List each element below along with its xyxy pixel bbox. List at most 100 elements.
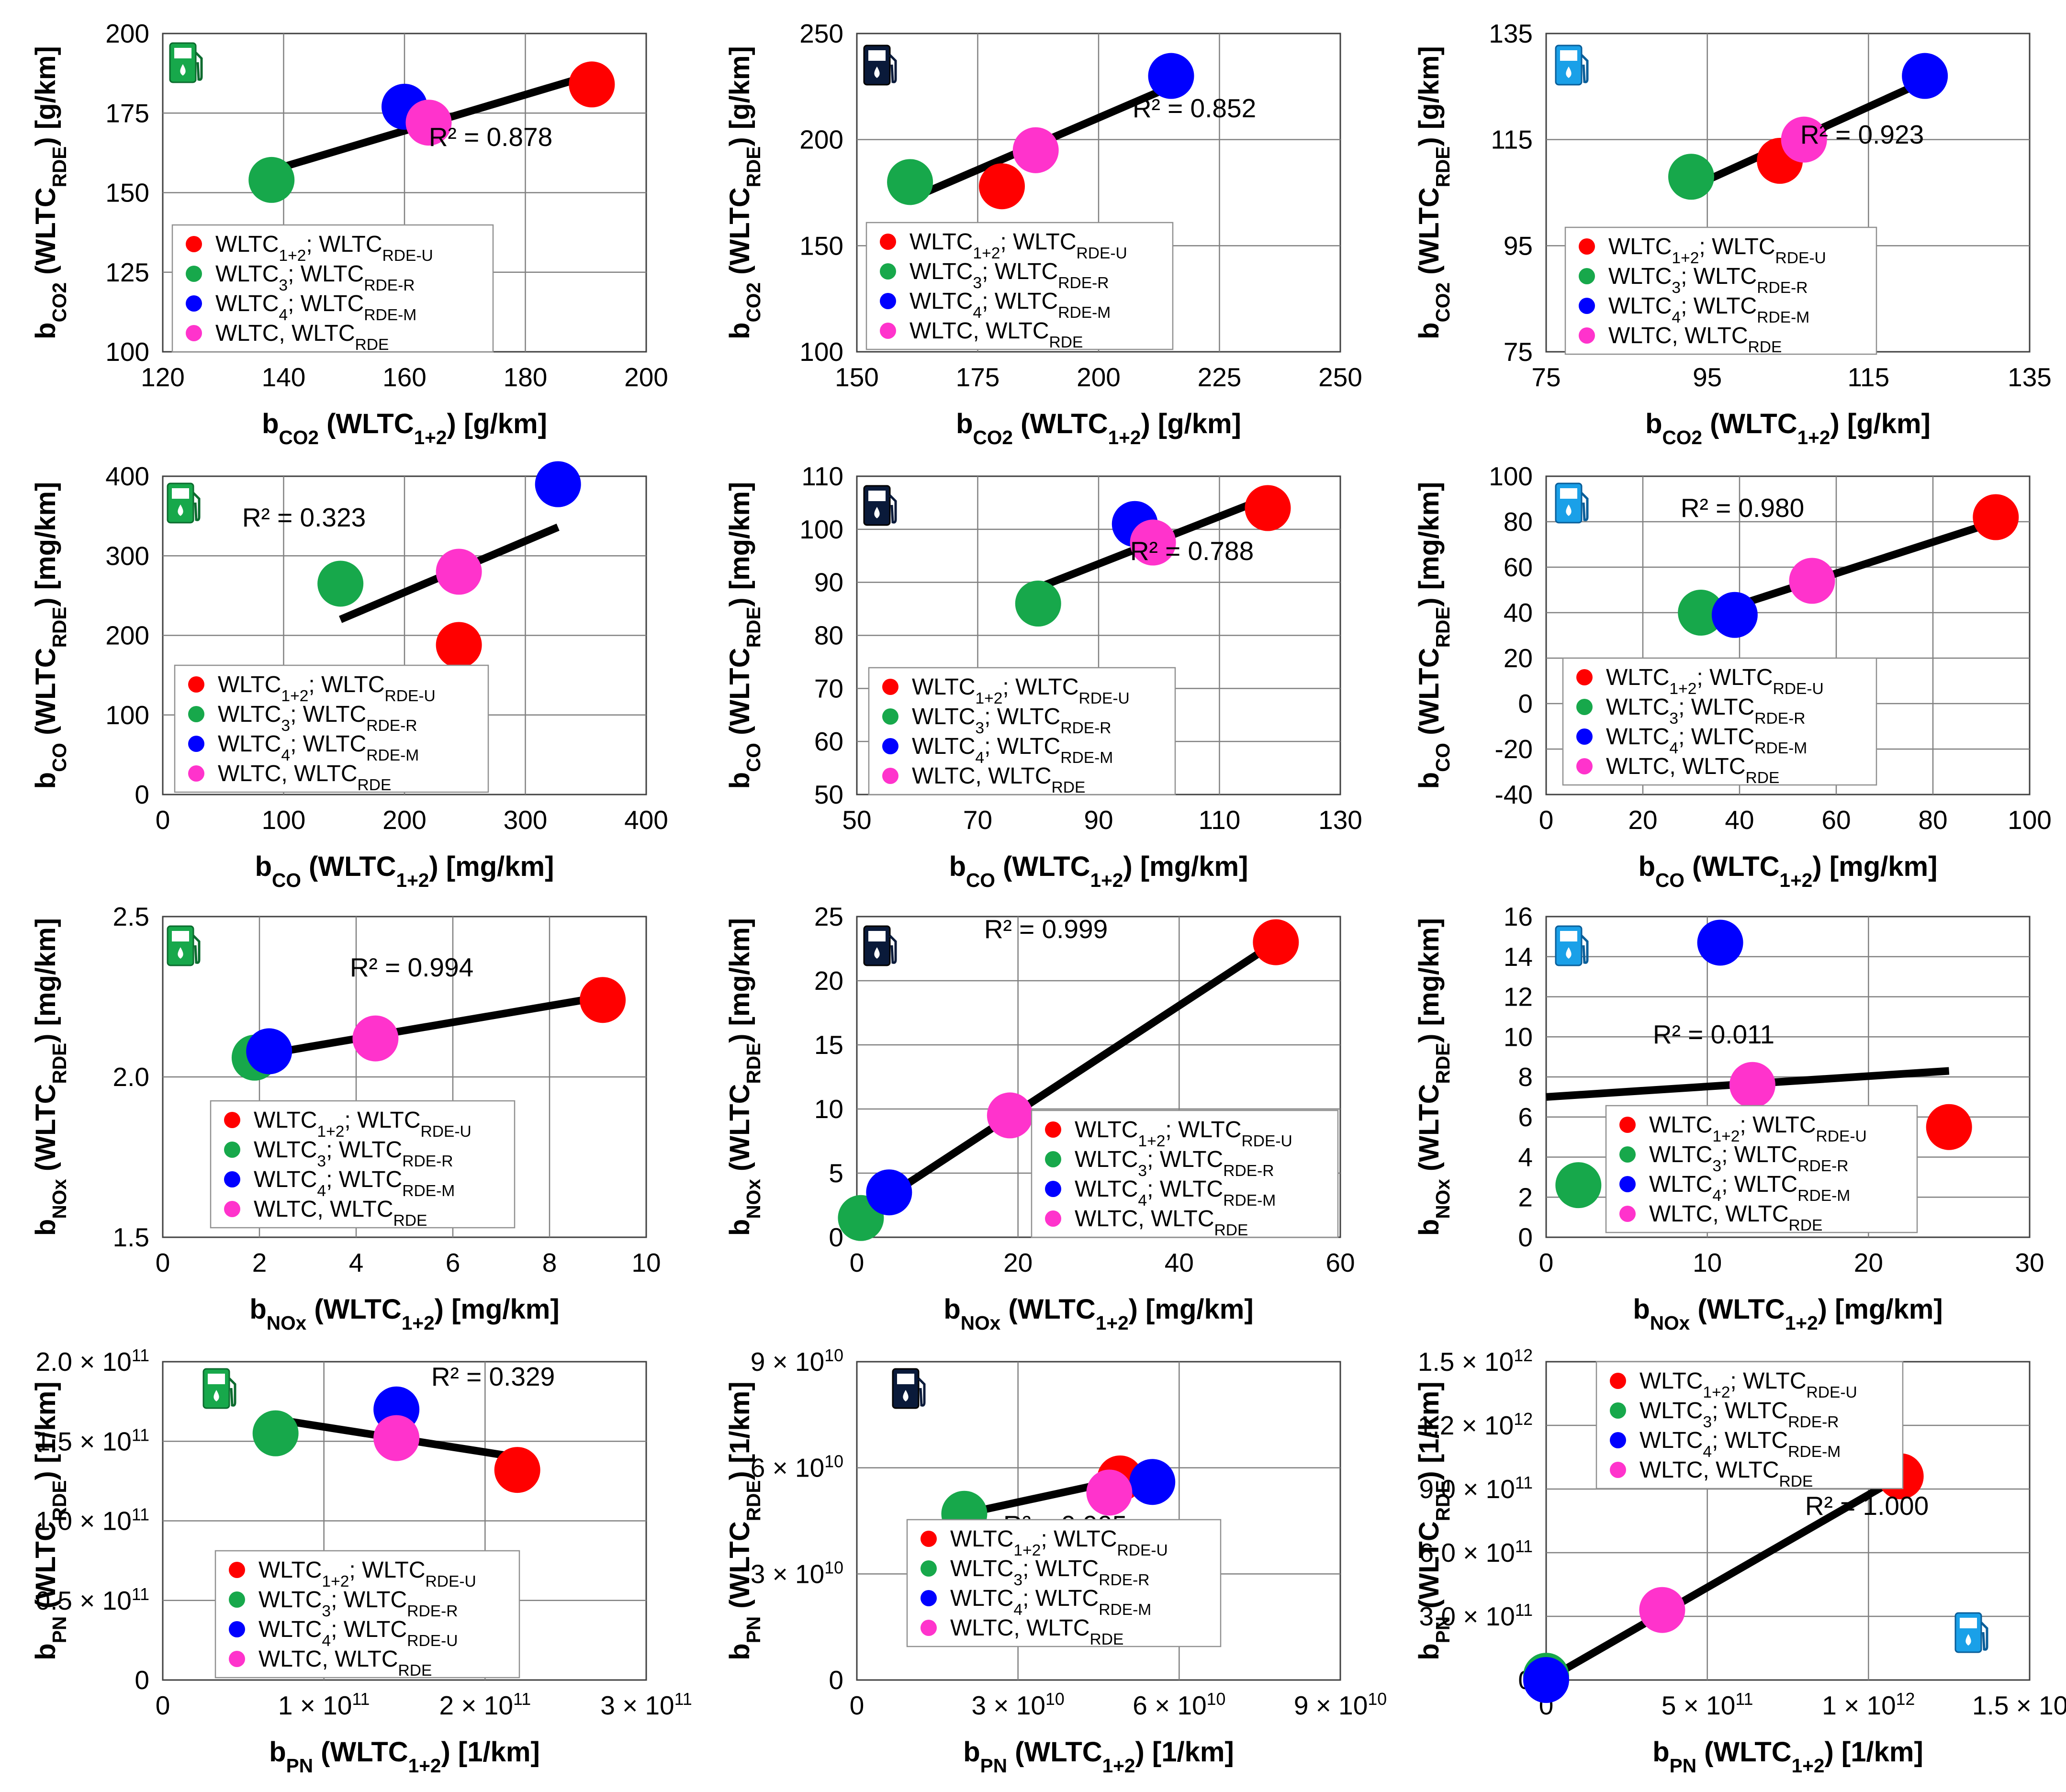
legend-entry: WLTC1+2; WLTCRDE-U [1608,234,1826,267]
legend-marker [188,765,204,782]
data-point-wltc [352,1015,399,1062]
legend-marker [224,1142,240,1158]
y-tick-label: 70 [814,673,843,703]
y-tick-label: 9 × 1010 [751,1346,843,1377]
x-axis-label: bCO2 (WLTC1+2) [g/km] [956,408,1241,448]
y-tick-label: -40 [1495,780,1533,809]
legend-marker [1579,238,1595,255]
data-point-wltc [405,100,452,146]
y-tick-label: 1.5 × 1011 [36,1425,149,1456]
y-tick-label: 12 [1504,982,1533,1012]
x-tick-label: 0 [156,805,170,835]
x-tick-label: 60 [1821,805,1851,835]
chart-6: 0 20 40 60 80 100 -40 -20 0 20 40 60 80 100 R² = 0.980… [1414,461,2052,891]
legend-entry: WLTC, WLTCRDE [1639,1457,1813,1490]
legend-entry: WLTC4; WLTCRDE-M [950,1586,1151,1619]
y-tick-label: 50 [814,780,843,809]
y-tick-label: -20 [1495,734,1533,764]
x-tick-label: 1 × 1011 [278,1690,370,1720]
legend-marker [188,676,204,693]
y-tick-label: 200 [105,19,149,48]
r-squared-label: R² = 0.329 [431,1362,555,1391]
data-point-wltc3 [248,157,295,203]
y-axis-label: bPN (WLTCRDE) [1/km] [1414,1381,1454,1660]
x-tick-label: 0 [1539,1248,1554,1277]
y-tick-label: 100 [105,700,149,730]
legend-entry: WLTC1+2; WLTCRDE-U [1075,1117,1292,1150]
data-point-wltc4 [1697,919,1743,966]
y-axis-label: bPN (WLTCRDE) [1/km] [724,1381,764,1660]
x-tick-label: 1 × 1012 [1822,1690,1915,1720]
legend-marker [882,738,898,754]
data-point-wltc [1729,1062,1775,1108]
legend-entry: WLTC1+2; WLTCRDE-U [912,674,1130,707]
diesel-pump-icon [863,485,897,526]
legend-entry: WLTC1+2; WLTCRDE-U [1639,1368,1857,1401]
x-tick-label: 70 [963,805,992,835]
legend-marker [1045,1210,1061,1227]
y-tick-label: 14 [1504,942,1533,972]
trendline [859,939,1278,1218]
y-axis-label: bCO2 (WLTCRDE) [g/km] [30,46,70,339]
x-tick-label: 30 [2015,1248,2044,1277]
x-axis-label: bPN (WLTC1+2) [1/km] [269,1736,540,1777]
y-tick-label: 0 [1518,689,1533,718]
y-tick-label: 1.0 × 1011 [36,1505,149,1536]
data-point-wltc [987,1092,1033,1139]
x-tick-label: 9 × 1010 [1294,1690,1387,1720]
x-tick-label: 40 [1725,805,1754,835]
legend-marker [1610,1432,1626,1448]
legend-marker [880,323,896,339]
data-point-wltc1p2 [494,1447,540,1493]
gasoline-pump-icon [169,42,203,83]
y-tick-label: 1.2 × 1012 [1418,1410,1533,1440]
y-axis-label: bCO (WLTCRDE) [mg/km] [724,482,764,789]
legend-entry: WLTC, WLTCRDE [1608,323,1782,356]
data-point-wltc [1789,558,1835,604]
legend-entry: WLTC, WLTCRDE [909,318,1083,351]
legend-entry: WLTC1+2; WLTCRDE-U [1649,1112,1867,1145]
legend-entry: WLTC3; WLTCRDE-R [215,261,415,294]
x-tick-label: 100 [262,805,306,835]
x-tick-label: 4 [349,1248,364,1277]
y-tick-label: 250 [799,19,843,48]
y-tick-label: 16 [1504,902,1533,931]
legend-marker [1576,758,1593,774]
x-tick-label: 3 × 1010 [972,1690,1065,1720]
legend-entry: WLTC1+2; WLTCRDE-U [218,672,436,705]
trendline [254,993,604,1060]
legend-marker [1579,327,1595,344]
legend-marker [1576,728,1593,745]
data-point-wltc3 [1668,154,1714,200]
x-tick-label: 200 [382,805,427,835]
data-point-wltc4 [866,1169,912,1216]
x-tick-label: 20 [1628,805,1657,835]
y-tick-label: 4 [1518,1142,1533,1172]
x-tick-label: 140 [262,362,306,392]
y-tick-label: 75 [1504,337,1533,367]
data-point-wltc1p2 [1926,1104,1972,1150]
y-tick-label: 0 [135,1665,149,1695]
x-tick-label: 250 [1318,362,1362,392]
data-point-wltc4 [246,1028,292,1075]
x-tick-label: 90 [1084,805,1113,835]
chart-9: 0 10 20 30 0 2 4 6 8 10 12 14 16 R² = 0.011 WLTC1+2; W… [1414,902,2044,1334]
y-tick-label: 200 [799,125,843,155]
legend-entry: WLTC, WLTCRDE [912,763,1085,796]
y-tick-label: 125 [105,258,149,287]
legend-entry: WLTC3; WLTCRDE-R [1608,264,1808,297]
r-squared-label: R² = 0.011 [1653,1019,1774,1049]
y-tick-label: 0 [135,780,149,809]
legend-marker [1576,669,1593,685]
r-squared-label: R² = 0.323 [242,503,366,532]
legend-marker [188,736,204,752]
data-point-wltc3 [252,1410,299,1456]
legend-marker [1619,1176,1636,1192]
